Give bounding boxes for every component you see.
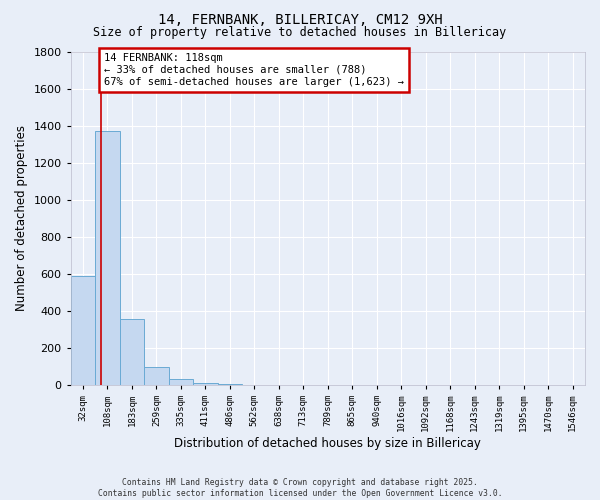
Text: 14 FERNBANK: 118sqm
← 33% of detached houses are smaller (788)
67% of semi-detac: 14 FERNBANK: 118sqm ← 33% of detached ho… xyxy=(104,54,404,86)
Text: Size of property relative to detached houses in Billericay: Size of property relative to detached ho… xyxy=(94,26,506,39)
Bar xyxy=(144,367,169,385)
Text: 14, FERNBANK, BILLERICAY, CM12 9XH: 14, FERNBANK, BILLERICAY, CM12 9XH xyxy=(158,12,442,26)
Bar xyxy=(193,384,218,385)
Bar xyxy=(119,319,144,385)
X-axis label: Distribution of detached houses by size in Billericay: Distribution of detached houses by size … xyxy=(175,437,481,450)
Y-axis label: Number of detached properties: Number of detached properties xyxy=(15,125,28,311)
Bar xyxy=(71,276,95,385)
Bar xyxy=(218,384,242,385)
Text: Contains HM Land Registry data © Crown copyright and database right 2025.
Contai: Contains HM Land Registry data © Crown c… xyxy=(98,478,502,498)
Bar xyxy=(95,131,119,385)
Bar xyxy=(169,379,193,385)
